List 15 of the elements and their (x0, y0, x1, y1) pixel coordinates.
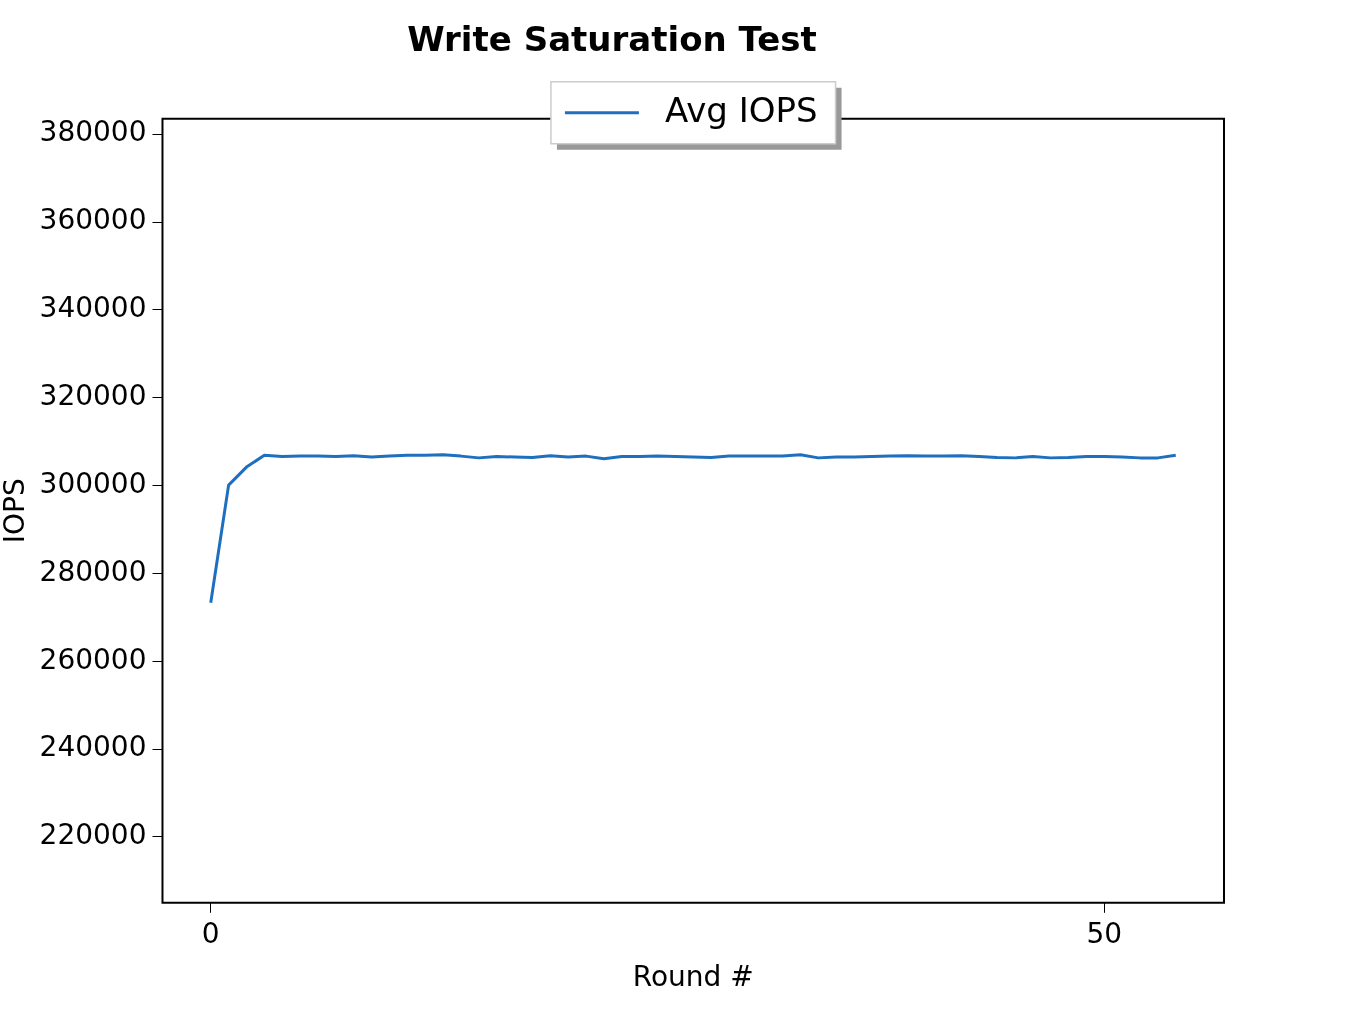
y-tick-label: 380000 (39, 115, 147, 149)
y-tick-label: 220000 (39, 818, 147, 852)
x-axis-title: Round # (632, 960, 754, 994)
y-axis-title: IOPS (0, 478, 32, 544)
y-tick-label: 260000 (39, 642, 147, 676)
chart-title: Write Saturation Test (407, 19, 817, 60)
y-tick-label: 300000 (39, 466, 147, 500)
y-tick-label: 240000 (39, 730, 147, 764)
y-tick-label: 340000 (39, 291, 147, 325)
y-tick-label: 320000 (39, 378, 147, 412)
y-tick-label: 360000 (39, 203, 147, 237)
x-tick-label: 50 (1086, 916, 1123, 950)
legend-label: Avg IOPS (664, 89, 818, 130)
x-tick-label: 0 (201, 916, 220, 950)
y-tick-label: 280000 (39, 554, 147, 588)
